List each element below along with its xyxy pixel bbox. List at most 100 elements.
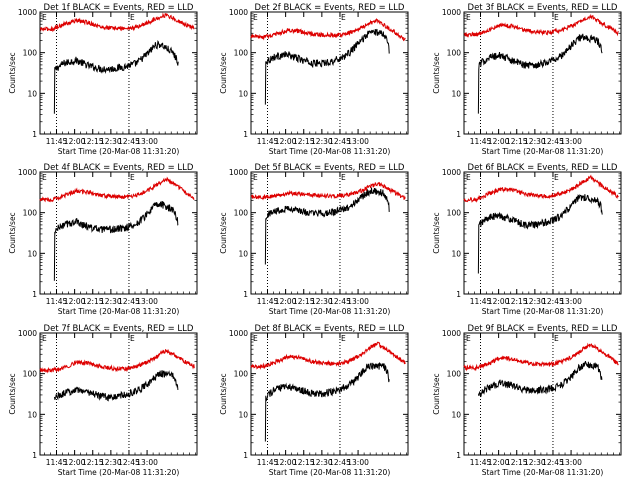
lld-series-line bbox=[39, 349, 195, 374]
plot-frame bbox=[463, 332, 622, 456]
plot-frame bbox=[463, 171, 622, 295]
corner-marker: E bbox=[466, 13, 471, 22]
x-tick-label: 11:45 bbox=[257, 297, 279, 306]
plot-frame bbox=[250, 332, 409, 456]
x-tick-label: 11:45 bbox=[46, 137, 68, 146]
y-tick-label: 100 bbox=[23, 209, 38, 218]
corner-marker: E bbox=[253, 173, 258, 182]
y-tick-label: 10 bbox=[451, 249, 461, 258]
x-tick-label: 13:00 bbox=[136, 297, 158, 306]
x-axis-label: Start Time (20-Mar-08 11:31:20) bbox=[58, 147, 180, 156]
y-tick-label: 1 bbox=[243, 290, 248, 299]
x-tick-label: 12:45 bbox=[542, 137, 564, 146]
x-tick-label: 12:00 bbox=[64, 297, 86, 306]
panel-title: Det 3f BLACK = Events, RED = LLD bbox=[468, 3, 618, 13]
events-series-line bbox=[264, 362, 390, 442]
lld-series-line bbox=[463, 174, 619, 203]
lld-series-line bbox=[250, 341, 406, 370]
y-tick-label: 1000 bbox=[442, 8, 461, 17]
y-tick-label: 1000 bbox=[229, 8, 248, 17]
x-tick-label: 12:15 bbox=[506, 137, 528, 146]
panel-det-8f: Det 8f BLACK = Events, RED = LLD 1 10 100 10… bbox=[219, 324, 409, 477]
corner-marker: E bbox=[130, 13, 135, 22]
events-series-line bbox=[264, 187, 390, 265]
corner-marker: E bbox=[42, 334, 47, 343]
x-tick-label: 12:15 bbox=[82, 297, 104, 306]
y-axis-label: Counts/sec bbox=[219, 212, 228, 253]
y-tick-label: 100 bbox=[447, 49, 462, 58]
panel-det-3f: Det 3f BLACK = Events, RED = LLD 1 10 100 10… bbox=[432, 3, 622, 156]
x-axis-label: Start Time (20-Mar-08 11:31:20) bbox=[269, 307, 391, 316]
x-axis-label: Start Time (20-Mar-08 11:31:20) bbox=[58, 468, 180, 477]
y-tick-label: 100 bbox=[447, 370, 462, 379]
events-series-line bbox=[477, 361, 603, 398]
x-tick-label: 13:00 bbox=[347, 458, 369, 467]
x-tick-label: 12:45 bbox=[329, 297, 351, 306]
y-axis-label: Counts/sec bbox=[8, 373, 17, 414]
x-tick-label: 12:45 bbox=[542, 297, 564, 306]
x-tick-label: 12:30 bbox=[100, 297, 122, 306]
x-tick-label: 12:30 bbox=[100, 458, 122, 467]
x-axis-label: Start Time (20-Mar-08 11:31:20) bbox=[269, 468, 391, 477]
panel-det-9f: Det 9f BLACK = Events, RED = LLD 1 10 100 10… bbox=[432, 324, 622, 477]
events-series-line bbox=[53, 40, 179, 114]
y-tick-label: 1000 bbox=[18, 168, 37, 177]
x-tick-label: 12:30 bbox=[524, 137, 546, 146]
events-series-line bbox=[477, 33, 603, 114]
y-tick-label: 1000 bbox=[18, 329, 37, 338]
lld-series-line bbox=[250, 181, 406, 201]
panel-det-6f: Det 6f BLACK = Events, RED = LLD 1 10 100 10… bbox=[432, 163, 622, 316]
corner-marker: E bbox=[341, 334, 346, 343]
corner-marker: E bbox=[42, 13, 47, 22]
x-tick-label: 12:00 bbox=[275, 297, 297, 306]
x-tick-label: 12:15 bbox=[293, 458, 315, 467]
panel-title: Det 6f BLACK = Events, RED = LLD bbox=[468, 163, 618, 173]
x-tick-label: 12:00 bbox=[488, 458, 510, 467]
y-tick-label: 1 bbox=[456, 130, 461, 139]
corner-marker: E bbox=[554, 334, 559, 343]
plot-frame bbox=[250, 171, 409, 295]
corner-marker: E bbox=[130, 334, 135, 343]
y-tick-label: 1000 bbox=[18, 8, 37, 17]
y-tick-label: 10 bbox=[238, 249, 248, 258]
x-axis-label: Start Time (20-Mar-08 11:31:20) bbox=[269, 147, 391, 156]
corner-marker: E bbox=[341, 173, 346, 182]
y-tick-label: 100 bbox=[23, 370, 38, 379]
plot-frame bbox=[463, 11, 622, 135]
x-tick-label: 13:00 bbox=[560, 458, 582, 467]
corner-marker: E bbox=[466, 334, 471, 343]
y-axis-label: Counts/sec bbox=[8, 212, 17, 253]
events-series-line bbox=[264, 28, 390, 105]
x-tick-label: 13:00 bbox=[347, 297, 369, 306]
y-tick-label: 1000 bbox=[229, 329, 248, 338]
corner-marker: E bbox=[341, 13, 346, 22]
corner-marker: E bbox=[253, 334, 258, 343]
x-tick-label: 12:30 bbox=[311, 297, 333, 306]
corner-marker: E bbox=[554, 13, 559, 22]
x-tick-label: 11:45 bbox=[470, 297, 492, 306]
x-tick-label: 12:15 bbox=[293, 297, 315, 306]
x-tick-label: 12:00 bbox=[64, 137, 86, 146]
x-tick-label: 13:00 bbox=[136, 458, 158, 467]
panel-det-4f: Det 4f BLACK = Events, RED = LLD 1 10 100 10… bbox=[8, 163, 198, 316]
x-tick-label: 12:00 bbox=[275, 137, 297, 146]
plot-frame bbox=[39, 11, 198, 135]
panel-title: Det 5f BLACK = Events, RED = LLD bbox=[255, 163, 405, 173]
y-tick-label: 1 bbox=[32, 130, 37, 139]
x-tick-label: 11:45 bbox=[470, 458, 492, 467]
panel-title: Det 7f BLACK = Events, RED = LLD bbox=[44, 324, 194, 334]
y-tick-label: 10 bbox=[238, 89, 248, 98]
x-tick-label: 12:15 bbox=[293, 137, 315, 146]
x-tick-label: 12:00 bbox=[488, 137, 510, 146]
panel-title: Det 4f BLACK = Events, RED = LLD bbox=[44, 163, 194, 173]
panel-title: Det 8f BLACK = Events, RED = LLD bbox=[255, 324, 405, 334]
plot-frame bbox=[250, 11, 409, 135]
x-tick-label: 12:45 bbox=[329, 137, 351, 146]
x-tick-label: 11:45 bbox=[257, 458, 279, 467]
y-axis-label: Counts/sec bbox=[432, 212, 441, 253]
panel-det-7f: Det 7f BLACK = Events, RED = LLD 1 10 100 10… bbox=[8, 324, 198, 477]
x-tick-label: 13:00 bbox=[560, 137, 582, 146]
y-tick-label: 10 bbox=[238, 410, 248, 419]
x-axis-label: Start Time (20-Mar-08 11:31:20) bbox=[58, 307, 180, 316]
